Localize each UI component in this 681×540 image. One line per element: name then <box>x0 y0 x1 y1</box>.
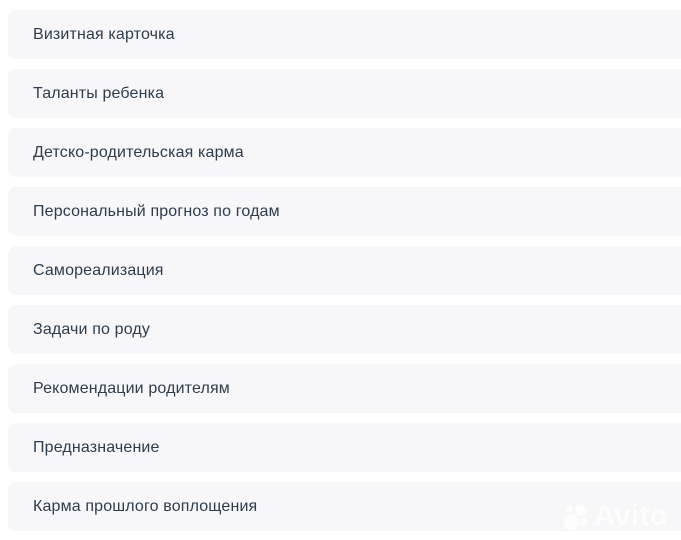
list-item-label: Таланты ребенка <box>33 84 165 102</box>
list-item-label: Карма прошлого воплощения <box>33 497 258 515</box>
list-item-label: Предназначение <box>33 438 160 456</box>
list-item-label: Рекомендации родителям <box>33 379 230 397</box>
list-item-parent-recommendations[interactable]: Рекомендации родителям <box>8 364 681 413</box>
list-item-personal-forecast[interactable]: Персональный прогноз по годам <box>8 187 681 236</box>
list-item-self-realization[interactable]: Самореализация <box>8 246 681 295</box>
list-item-child-parent-karma[interactable]: Детско-родительская карма <box>8 128 681 177</box>
list-item-label: Детско-родительская карма <box>33 143 244 161</box>
list-item-label: Персональный прогноз по годам <box>33 202 280 220</box>
list-item-label: Визитная карточка <box>33 25 175 43</box>
list-item-family-tasks[interactable]: Задачи по роду <box>8 305 681 354</box>
list-item-label: Задачи по роду <box>33 320 151 338</box>
list-item-child-talents[interactable]: Таланты ребенка <box>8 69 681 118</box>
list-item-business-card[interactable]: Визитная карточка <box>8 10 681 59</box>
list-item-label: Самореализация <box>33 261 164 279</box>
list-item-past-incarnation-karma[interactable]: Карма прошлого воплощения <box>8 482 681 531</box>
list-item-purpose[interactable]: Предназначение <box>8 423 681 472</box>
section-list: Визитная карточка Таланты ребенка Детско… <box>8 10 681 531</box>
